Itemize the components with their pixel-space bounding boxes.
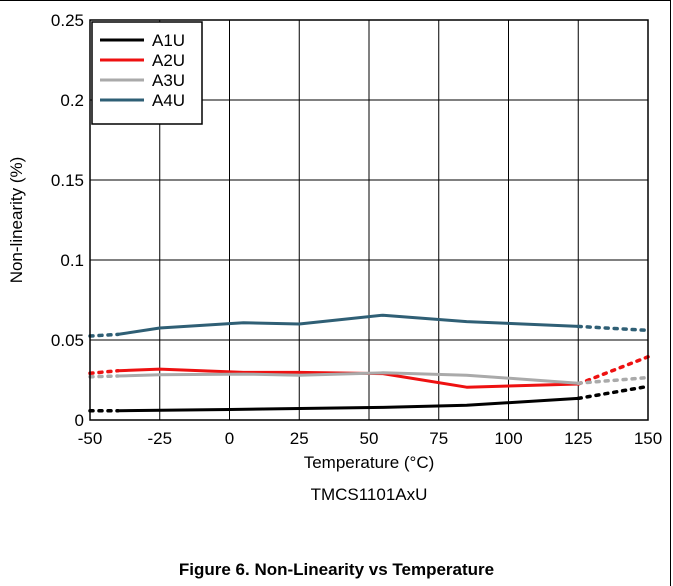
series-group <box>88 313 650 413</box>
x-tick-label: 0 <box>225 429 234 448</box>
y-tick-label: 0.05 <box>51 331 84 350</box>
y-axis-label: Non-linearity (%) <box>7 157 26 284</box>
figure-caption: Figure 6. Non-Linearity vs Temperature <box>178 560 495 579</box>
x-tick-label: 100 <box>494 429 522 448</box>
y-tick-label: 0.15 <box>51 171 84 190</box>
x-tick-label: 50 <box>360 429 379 448</box>
series-extrapolation-after-a2u <box>576 355 650 386</box>
x-tick-label: 75 <box>429 429 448 448</box>
series-extrapolation-after-a3u <box>576 375 650 385</box>
plot-area <box>89 19 649 421</box>
legend-label: A4U <box>152 91 185 110</box>
series-line-a3u <box>117 371 579 385</box>
x-axis-label: Temperature (°C) <box>304 453 435 472</box>
legend-label: A1U <box>152 31 185 50</box>
series-line-a4u <box>117 313 579 336</box>
legend-box <box>91 21 203 125</box>
y-tick-label: 0.25 <box>51 11 84 30</box>
series-extrapolation-after-a1u <box>576 384 650 401</box>
x-tick-label: 25 <box>290 429 309 448</box>
legend-label: A2U <box>152 51 185 70</box>
axis-ticks: -50 -25 0 25 50 75 100 125 150 0 0.05 0.1 0.15 0.2 0.2… <box>51 11 662 448</box>
x-tick-label: -50 <box>78 429 103 448</box>
series-line-a1u <box>117 396 579 413</box>
x-tick-label: -25 <box>147 429 172 448</box>
series-extrapolation-before-a3u <box>88 374 120 379</box>
x-tick-label: 150 <box>634 429 662 448</box>
series-line-a2u <box>117 367 579 389</box>
y-tick-label: 0 <box>75 411 84 430</box>
legend-label: A3U <box>152 71 185 90</box>
non-linearity-chart: -50 -25 0 25 50 75 100 125 150 0 0.05 0.1 0.15 0.2 0.2… <box>7 11 662 504</box>
series-extrapolation-before-a2u <box>88 368 120 376</box>
series-extrapolation-after-a4u <box>576 324 650 333</box>
y-tick-label: 0.2 <box>60 91 84 110</box>
chart-subtitle: TMCS1101AxU <box>311 485 428 504</box>
y-tick-label: 0.1 <box>60 251 84 270</box>
series-extrapolation-before-a4u <box>88 332 120 338</box>
x-tick-label: 125 <box>564 429 592 448</box>
